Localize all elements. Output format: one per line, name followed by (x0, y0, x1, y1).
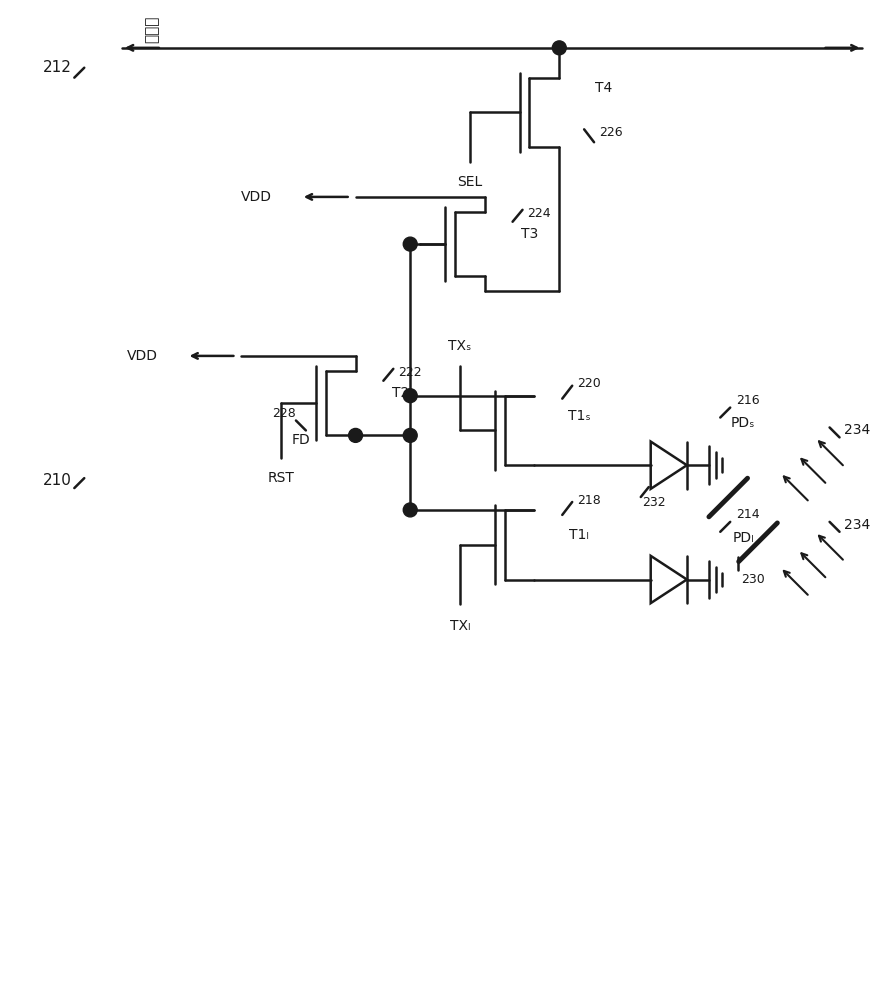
Text: 234: 234 (845, 423, 871, 437)
Text: 212: 212 (43, 60, 72, 75)
Text: PDₛ: PDₛ (731, 416, 756, 430)
Text: RST: RST (267, 471, 294, 485)
Circle shape (404, 503, 417, 517)
Text: PDₗ: PDₗ (732, 531, 754, 545)
Circle shape (404, 237, 417, 251)
Text: 222: 222 (398, 366, 422, 379)
Text: 232: 232 (642, 496, 666, 509)
Text: T1ₗ: T1ₗ (569, 528, 589, 542)
Text: 210: 210 (43, 473, 72, 488)
Text: TXₛ: TXₛ (448, 339, 471, 353)
Text: VDD: VDD (127, 349, 158, 363)
Text: 214: 214 (736, 508, 760, 521)
Text: 220: 220 (577, 377, 601, 390)
Text: T4: T4 (595, 81, 613, 95)
Text: VDD: VDD (241, 190, 272, 204)
Text: 216: 216 (736, 394, 760, 407)
Circle shape (404, 428, 417, 442)
Text: T3: T3 (521, 227, 538, 241)
Text: 218: 218 (577, 493, 601, 506)
Text: 226: 226 (599, 126, 623, 139)
Text: T1ₛ: T1ₛ (568, 409, 591, 423)
Text: 228: 228 (272, 407, 296, 420)
Text: 224: 224 (527, 207, 552, 220)
Text: TXₗ: TXₗ (450, 619, 470, 633)
Circle shape (552, 41, 567, 55)
Text: 234: 234 (845, 518, 871, 532)
Text: FD: FD (291, 433, 310, 447)
Text: SEL: SEL (457, 175, 482, 189)
Circle shape (404, 389, 417, 403)
Text: 230: 230 (741, 573, 765, 586)
Text: T2: T2 (392, 386, 409, 400)
Text: 读出列: 读出列 (144, 15, 159, 43)
Circle shape (348, 428, 363, 442)
